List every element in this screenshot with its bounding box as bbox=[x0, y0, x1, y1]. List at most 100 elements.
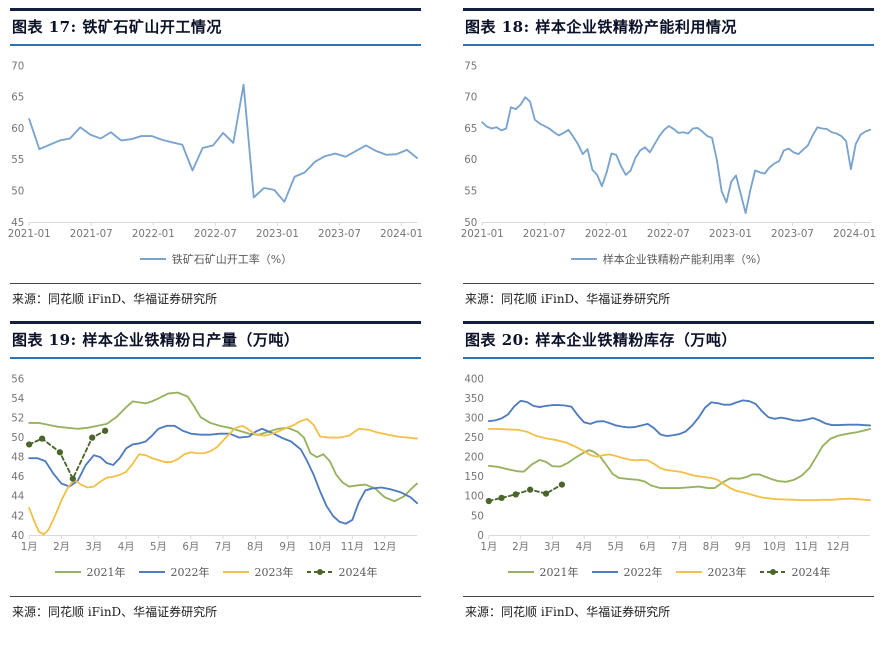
svg-text:7月: 7月 bbox=[215, 541, 232, 553]
svg-text:2024-01: 2024-01 bbox=[833, 228, 876, 240]
svg-text:60: 60 bbox=[11, 123, 24, 135]
legend-line-swatch bbox=[139, 258, 166, 260]
line-chart-mine-operating-rate: 45 50 55 60 65 70 2021-01 2021-07 2022-01 2022-07… bbox=[8, 60, 423, 240]
figure-19: 图表 19: 样本企业铁精粉日产量（万吨） 40 42 44 46 48 50 52 54 56… bbox=[10, 321, 421, 620]
figure-17-source-note: 来源：同花顺 iFinD、华福证券研究所 bbox=[10, 283, 421, 307]
svg-text:2021-07: 2021-07 bbox=[70, 228, 113, 240]
svg-text:4月: 4月 bbox=[576, 541, 593, 553]
figure-17-chart-area: 45 50 55 60 65 70 2021-01 2021-07 2022-01 2022-07… bbox=[8, 56, 423, 248]
svg-text:56: 56 bbox=[11, 373, 24, 385]
legend-item: 样本企业铁精粉产能利用率（%） bbox=[570, 251, 767, 267]
svg-text:65: 65 bbox=[11, 92, 24, 104]
legend-item: 2024年 bbox=[759, 564, 831, 580]
svg-text:2022-07: 2022-07 bbox=[194, 228, 237, 240]
legend-item: 2023年 bbox=[222, 564, 294, 580]
svg-text:12月: 12月 bbox=[827, 541, 850, 553]
svg-text:12月: 12月 bbox=[373, 541, 396, 553]
svg-text:2021-07: 2021-07 bbox=[523, 228, 566, 240]
legend-item: 铁矿石矿山开工率（%） bbox=[139, 251, 292, 267]
figure-20: 图表 20: 样本企业铁精粉库存（万吨） 0 50 100 150 200 250 300 3… bbox=[463, 321, 874, 620]
line-chart-inventory: 0 50 100 150 200 250 300 350 400 1月 2月 3月 4月 5月 6月 7月 8月… bbox=[464, 373, 872, 553]
svg-text:3月: 3月 bbox=[85, 541, 102, 553]
figure-18-title: 图表 18: 样本企业铁精粉产能利用情况 bbox=[463, 8, 874, 46]
svg-text:70: 70 bbox=[464, 92, 477, 104]
svg-text:3月: 3月 bbox=[544, 541, 561, 553]
svg-text:60: 60 bbox=[464, 154, 477, 166]
figure-17: 图表 17: 铁矿石矿山开工情况 45 50 55 60 65 70 2021-01 2021… bbox=[8, 8, 423, 307]
svg-text:2022-01: 2022-01 bbox=[585, 228, 628, 240]
svg-text:52: 52 bbox=[11, 412, 24, 424]
svg-text:6月: 6月 bbox=[182, 541, 199, 553]
svg-text:5月: 5月 bbox=[607, 541, 624, 553]
figure-20-source-note: 来源：同花顺 iFinD、华福证券研究所 bbox=[463, 596, 874, 620]
svg-text:10月: 10月 bbox=[308, 541, 331, 553]
legend-line-swatch bbox=[507, 571, 534, 573]
svg-text:5月: 5月 bbox=[150, 541, 167, 553]
legend-label: 2023年 bbox=[707, 566, 747, 579]
legend-label: 2021年 bbox=[86, 566, 126, 579]
legend-label: 2024年 bbox=[791, 566, 831, 579]
legend-line-swatch bbox=[675, 571, 702, 573]
svg-text:200: 200 bbox=[464, 452, 484, 464]
svg-text:2月: 2月 bbox=[53, 541, 70, 553]
figure-18-legend: 样本企业铁精粉产能利用率（%） bbox=[463, 251, 874, 267]
figure-19-legend: 2021年 2022年 2023年 2024年 bbox=[10, 564, 421, 580]
legend-item: 2024年 bbox=[306, 564, 378, 580]
svg-text:1月: 1月 bbox=[480, 541, 497, 553]
svg-text:2023-01: 2023-01 bbox=[709, 228, 752, 240]
svg-text:2024-01: 2024-01 bbox=[380, 228, 423, 240]
svg-text:2023-07: 2023-07 bbox=[318, 228, 361, 240]
legend-item: 2021年 bbox=[54, 564, 126, 580]
svg-text:2022-01: 2022-01 bbox=[132, 228, 175, 240]
report-chart-grid: 图表 17: 铁矿石矿山开工情况 45 50 55 60 65 70 2021-01 2021… bbox=[8, 8, 876, 620]
svg-text:10月: 10月 bbox=[763, 541, 786, 553]
legend-label: 样本企业铁精粉产能利用率（%） bbox=[602, 253, 768, 266]
legend-item: 2022年 bbox=[591, 564, 663, 580]
svg-text:50: 50 bbox=[11, 186, 24, 198]
svg-text:46: 46 bbox=[11, 471, 24, 483]
legend-item: 2023年 bbox=[675, 564, 747, 580]
svg-text:100: 100 bbox=[464, 491, 484, 503]
figure-20-legend: 2021年 2022年 2023年 2024年 bbox=[463, 564, 874, 580]
figure-18: 图表 18: 样本企业铁精粉产能利用情况 50 55 60 65 70 75 2021-01… bbox=[461, 8, 876, 307]
svg-text:250: 250 bbox=[464, 432, 484, 444]
svg-text:75: 75 bbox=[464, 60, 477, 72]
legend-label: 2021年 bbox=[539, 566, 579, 579]
svg-text:1月: 1月 bbox=[21, 541, 38, 553]
legend-label: 2024年 bbox=[338, 566, 378, 579]
figure-17-title: 图表 17: 铁矿石矿山开工情况 bbox=[10, 8, 421, 46]
svg-text:7月: 7月 bbox=[671, 541, 688, 553]
figure-20-chart-area: 0 50 100 150 200 250 300 350 400 1月 2月 3月 4月 5月 6月 7月 8月… bbox=[463, 369, 874, 561]
legend-line-swatch bbox=[54, 571, 81, 573]
svg-text:45: 45 bbox=[11, 217, 24, 229]
legend-line-swatch bbox=[222, 571, 249, 573]
svg-text:400: 400 bbox=[464, 373, 484, 385]
svg-text:2021-01: 2021-01 bbox=[461, 228, 504, 240]
svg-text:300: 300 bbox=[464, 412, 484, 424]
figure-19-source-note: 来源：同花顺 iFinD、华福证券研究所 bbox=[10, 596, 421, 620]
legend-item: 2022年 bbox=[138, 564, 210, 580]
svg-text:50: 50 bbox=[464, 217, 477, 229]
figure-19-title: 图表 19: 样本企业铁精粉日产量（万吨） bbox=[10, 321, 421, 359]
line-chart-capacity-utilization: 50 55 60 65 70 75 2021-01 2021-07 2022-01 2022-07… bbox=[461, 60, 876, 240]
figure-18-chart-area: 50 55 60 65 70 75 2021-01 2021-07 2022-01 2022-07… bbox=[461, 56, 876, 248]
svg-text:9月: 9月 bbox=[735, 541, 752, 553]
svg-text:48: 48 bbox=[11, 452, 24, 464]
legend-label: 2022年 bbox=[170, 566, 210, 579]
svg-text:70: 70 bbox=[11, 60, 24, 72]
svg-text:2023-01: 2023-01 bbox=[256, 228, 299, 240]
svg-text:2023-07: 2023-07 bbox=[771, 228, 814, 240]
svg-text:4月: 4月 bbox=[118, 541, 135, 553]
legend-line-swatch bbox=[138, 571, 165, 573]
svg-text:65: 65 bbox=[464, 123, 477, 135]
figure-19-chart-area: 40 42 44 46 48 50 52 54 56 1月 2月 3月 4月 5月 6月 7月 8月 9月 10月 1… bbox=[10, 369, 421, 561]
svg-text:55: 55 bbox=[11, 154, 24, 166]
svg-text:11月: 11月 bbox=[341, 541, 364, 553]
svg-text:9月: 9月 bbox=[279, 541, 296, 553]
svg-text:40: 40 bbox=[11, 530, 24, 542]
svg-text:150: 150 bbox=[464, 471, 484, 483]
svg-text:55: 55 bbox=[464, 186, 477, 198]
svg-text:8月: 8月 bbox=[703, 541, 720, 553]
legend-line-swatch bbox=[591, 571, 618, 573]
svg-text:0: 0 bbox=[477, 530, 484, 542]
